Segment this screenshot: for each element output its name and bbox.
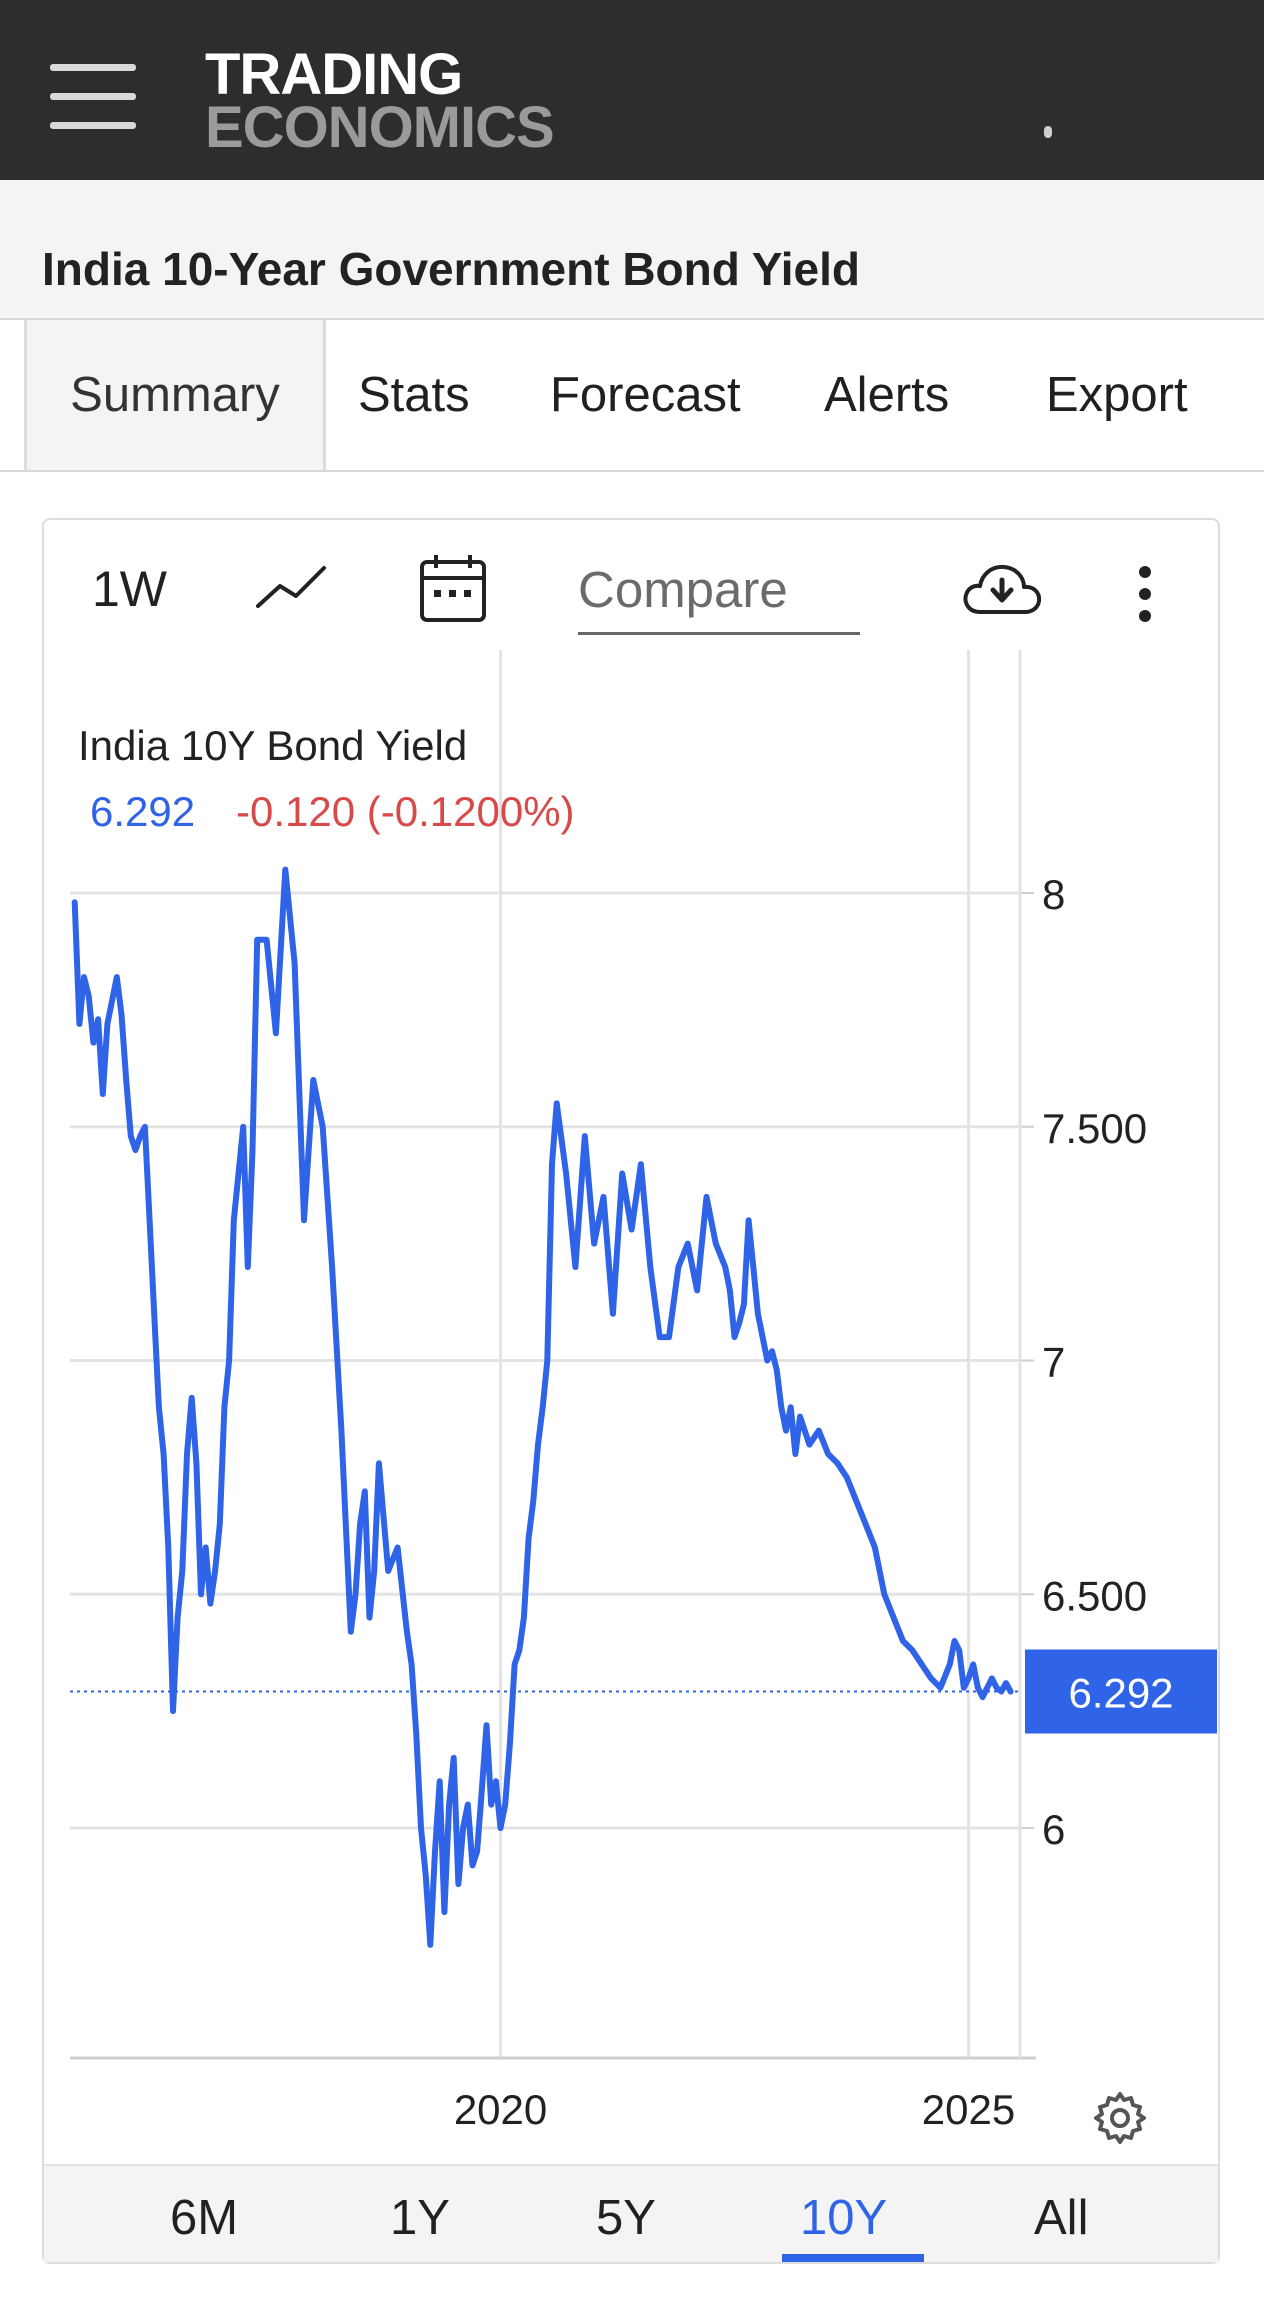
chart-card [42,518,1220,2264]
range-active-indicator [782,2254,924,2262]
tab-summary[interactable]: Summary [24,320,326,470]
gear-icon[interactable] [1092,2090,1148,2146]
title-bar [0,180,1264,320]
y-tick-label: 8 [1042,871,1065,918]
range-1y[interactable]: 1Y [390,2191,450,2245]
current-value: 6.292 [90,788,196,835]
tab-stats[interactable]: Stats [358,368,470,422]
range-selector [44,2164,1218,2262]
page-title: India 10-Year Government Bond Yield [42,243,861,295]
y-tick-label: 6 [1042,1806,1065,1853]
hamburger-menu-icon[interactable] [50,64,136,130]
tab-alerts[interactable]: Alerts [824,368,950,422]
change-value: -0.120 (-0.1200%) [236,788,575,835]
range-all[interactable]: All [1034,2191,1089,2245]
cloud-download-icon[interactable] [962,562,1042,618]
range-6m[interactable]: 6M [170,2191,239,2245]
range-5y[interactable]: 5Y [596,2191,656,2245]
y-tick-label: 7.500 [1042,1105,1147,1152]
tab-export[interactable]: Export [1046,368,1188,422]
more-vertical-icon[interactable] [1139,566,1151,622]
y-tick-label: 7 [1042,1339,1065,1386]
calendar-icon[interactable] [418,552,488,624]
logo-line-1: TRADING [205,42,463,107]
x-tick-label: 2020 [454,2086,547,2133]
y-tick-label: 6.500 [1042,1572,1147,1619]
range-10y[interactable]: 10Y [800,2191,888,2245]
last-value-label: 6.292 [1068,1669,1173,1716]
trading-economics-logo[interactable]: TRADING ECONOMICS [205,42,555,161]
series-name: India 10Y Bond Yield [78,722,468,769]
top-app-bar [0,0,1264,180]
tab-forecast[interactable]: Forecast [550,368,741,422]
x-tick-label: 2025 [922,2086,1015,2133]
interval-selector[interactable]: 1W [92,561,167,617]
tab-bar: Summary Stats Forecast Alerts Export [0,320,1264,472]
compare-input[interactable]: Compare [578,552,860,635]
status-dot [1044,126,1052,138]
line-chart-icon[interactable] [254,562,328,612]
last-value-tag [1025,1649,1217,1734]
series-line [71,866,1014,1948]
logo-line-2: ECONOMICS [205,95,555,161]
